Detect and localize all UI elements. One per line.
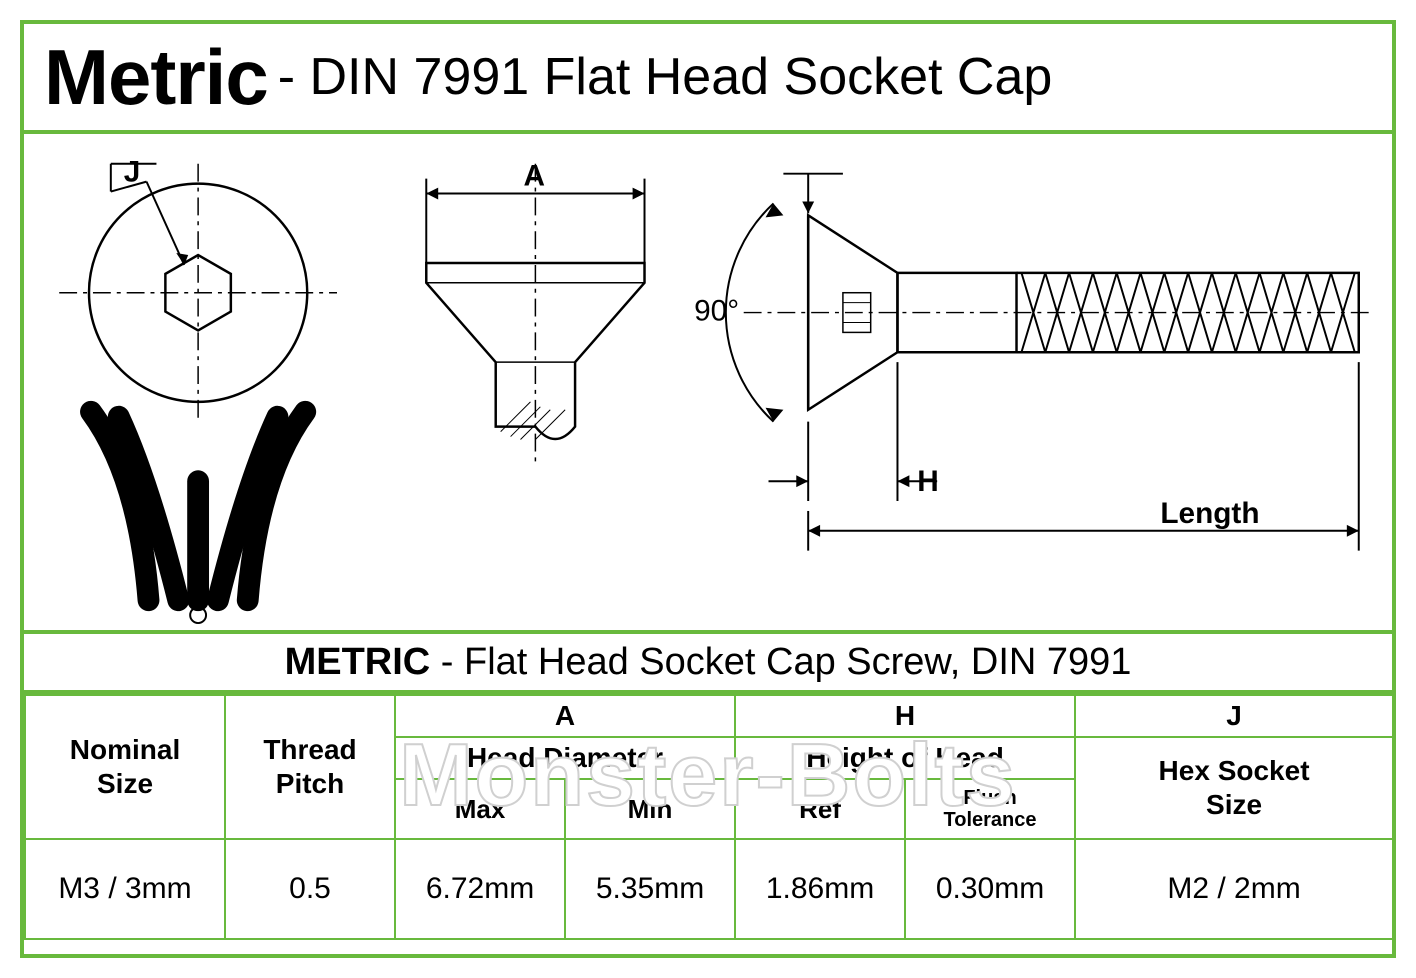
label-a: A	[523, 160, 545, 193]
title-sub: - DIN 7991 Flat Head Socket Cap	[278, 47, 1053, 107]
label-length: Length	[1160, 497, 1259, 530]
cell-a-min: 5.35mm	[565, 839, 735, 939]
diagram-panel: J A	[24, 134, 1392, 634]
cell-pitch: 0.5	[225, 839, 395, 939]
col-a: A	[395, 695, 735, 737]
title-main: Metric	[44, 32, 268, 123]
spec-sheet-frame: Metric - DIN 7991 Flat Head Socket Cap J	[20, 20, 1396, 958]
table-title-rest: - Flat Head Socket Cap Screw, DIN 7991	[430, 641, 1131, 683]
col-nominal: NominalSize	[25, 695, 225, 839]
label-angle: 90°	[694, 294, 739, 327]
table-row: M3 / 3mm 0.5 6.72mm 5.35mm 1.86mm 0.30mm…	[25, 839, 1393, 939]
col-h-ref: Ref	[735, 779, 905, 839]
col-a-min: Min	[565, 779, 735, 839]
col-j: J	[1075, 695, 1393, 737]
col-a-label: Head Diameter	[395, 737, 735, 779]
screw-side-drawing: 90°	[694, 174, 1369, 551]
label-h: H	[917, 465, 939, 498]
technical-drawing: J A	[24, 134, 1392, 630]
cell-a-max: 6.72mm	[395, 839, 565, 939]
spec-table: NominalSize ThreadPitch A H J Head Diame…	[24, 694, 1394, 940]
col-j-label: Hex SocketSize	[1075, 737, 1393, 839]
side-head-drawing: A	[426, 160, 644, 462]
cell-nominal: M3 / 3mm	[25, 839, 225, 939]
cell-h-flush: 0.30mm	[905, 839, 1075, 939]
col-pitch: ThreadPitch	[225, 695, 395, 839]
title-bar: Metric - DIN 7991 Flat Head Socket Cap	[24, 24, 1392, 134]
cell-h-ref: 1.86mm	[735, 839, 905, 939]
top-view-drawing: J	[59, 156, 337, 422]
decorative-prongs	[91, 412, 305, 623]
cell-j: M2 / 2mm	[1075, 839, 1393, 939]
table-title-prefix: METRIC	[285, 641, 431, 683]
col-h-flush: FlushTolerance	[905, 779, 1075, 839]
table-title: METRIC - Flat Head Socket Cap Screw, DIN…	[285, 641, 1132, 684]
col-h-label: Height of Head	[735, 737, 1075, 779]
col-h: H	[735, 695, 1075, 737]
col-a-max: Max	[395, 779, 565, 839]
table-title-bar: METRIC - Flat Head Socket Cap Screw, DIN…	[24, 634, 1392, 694]
